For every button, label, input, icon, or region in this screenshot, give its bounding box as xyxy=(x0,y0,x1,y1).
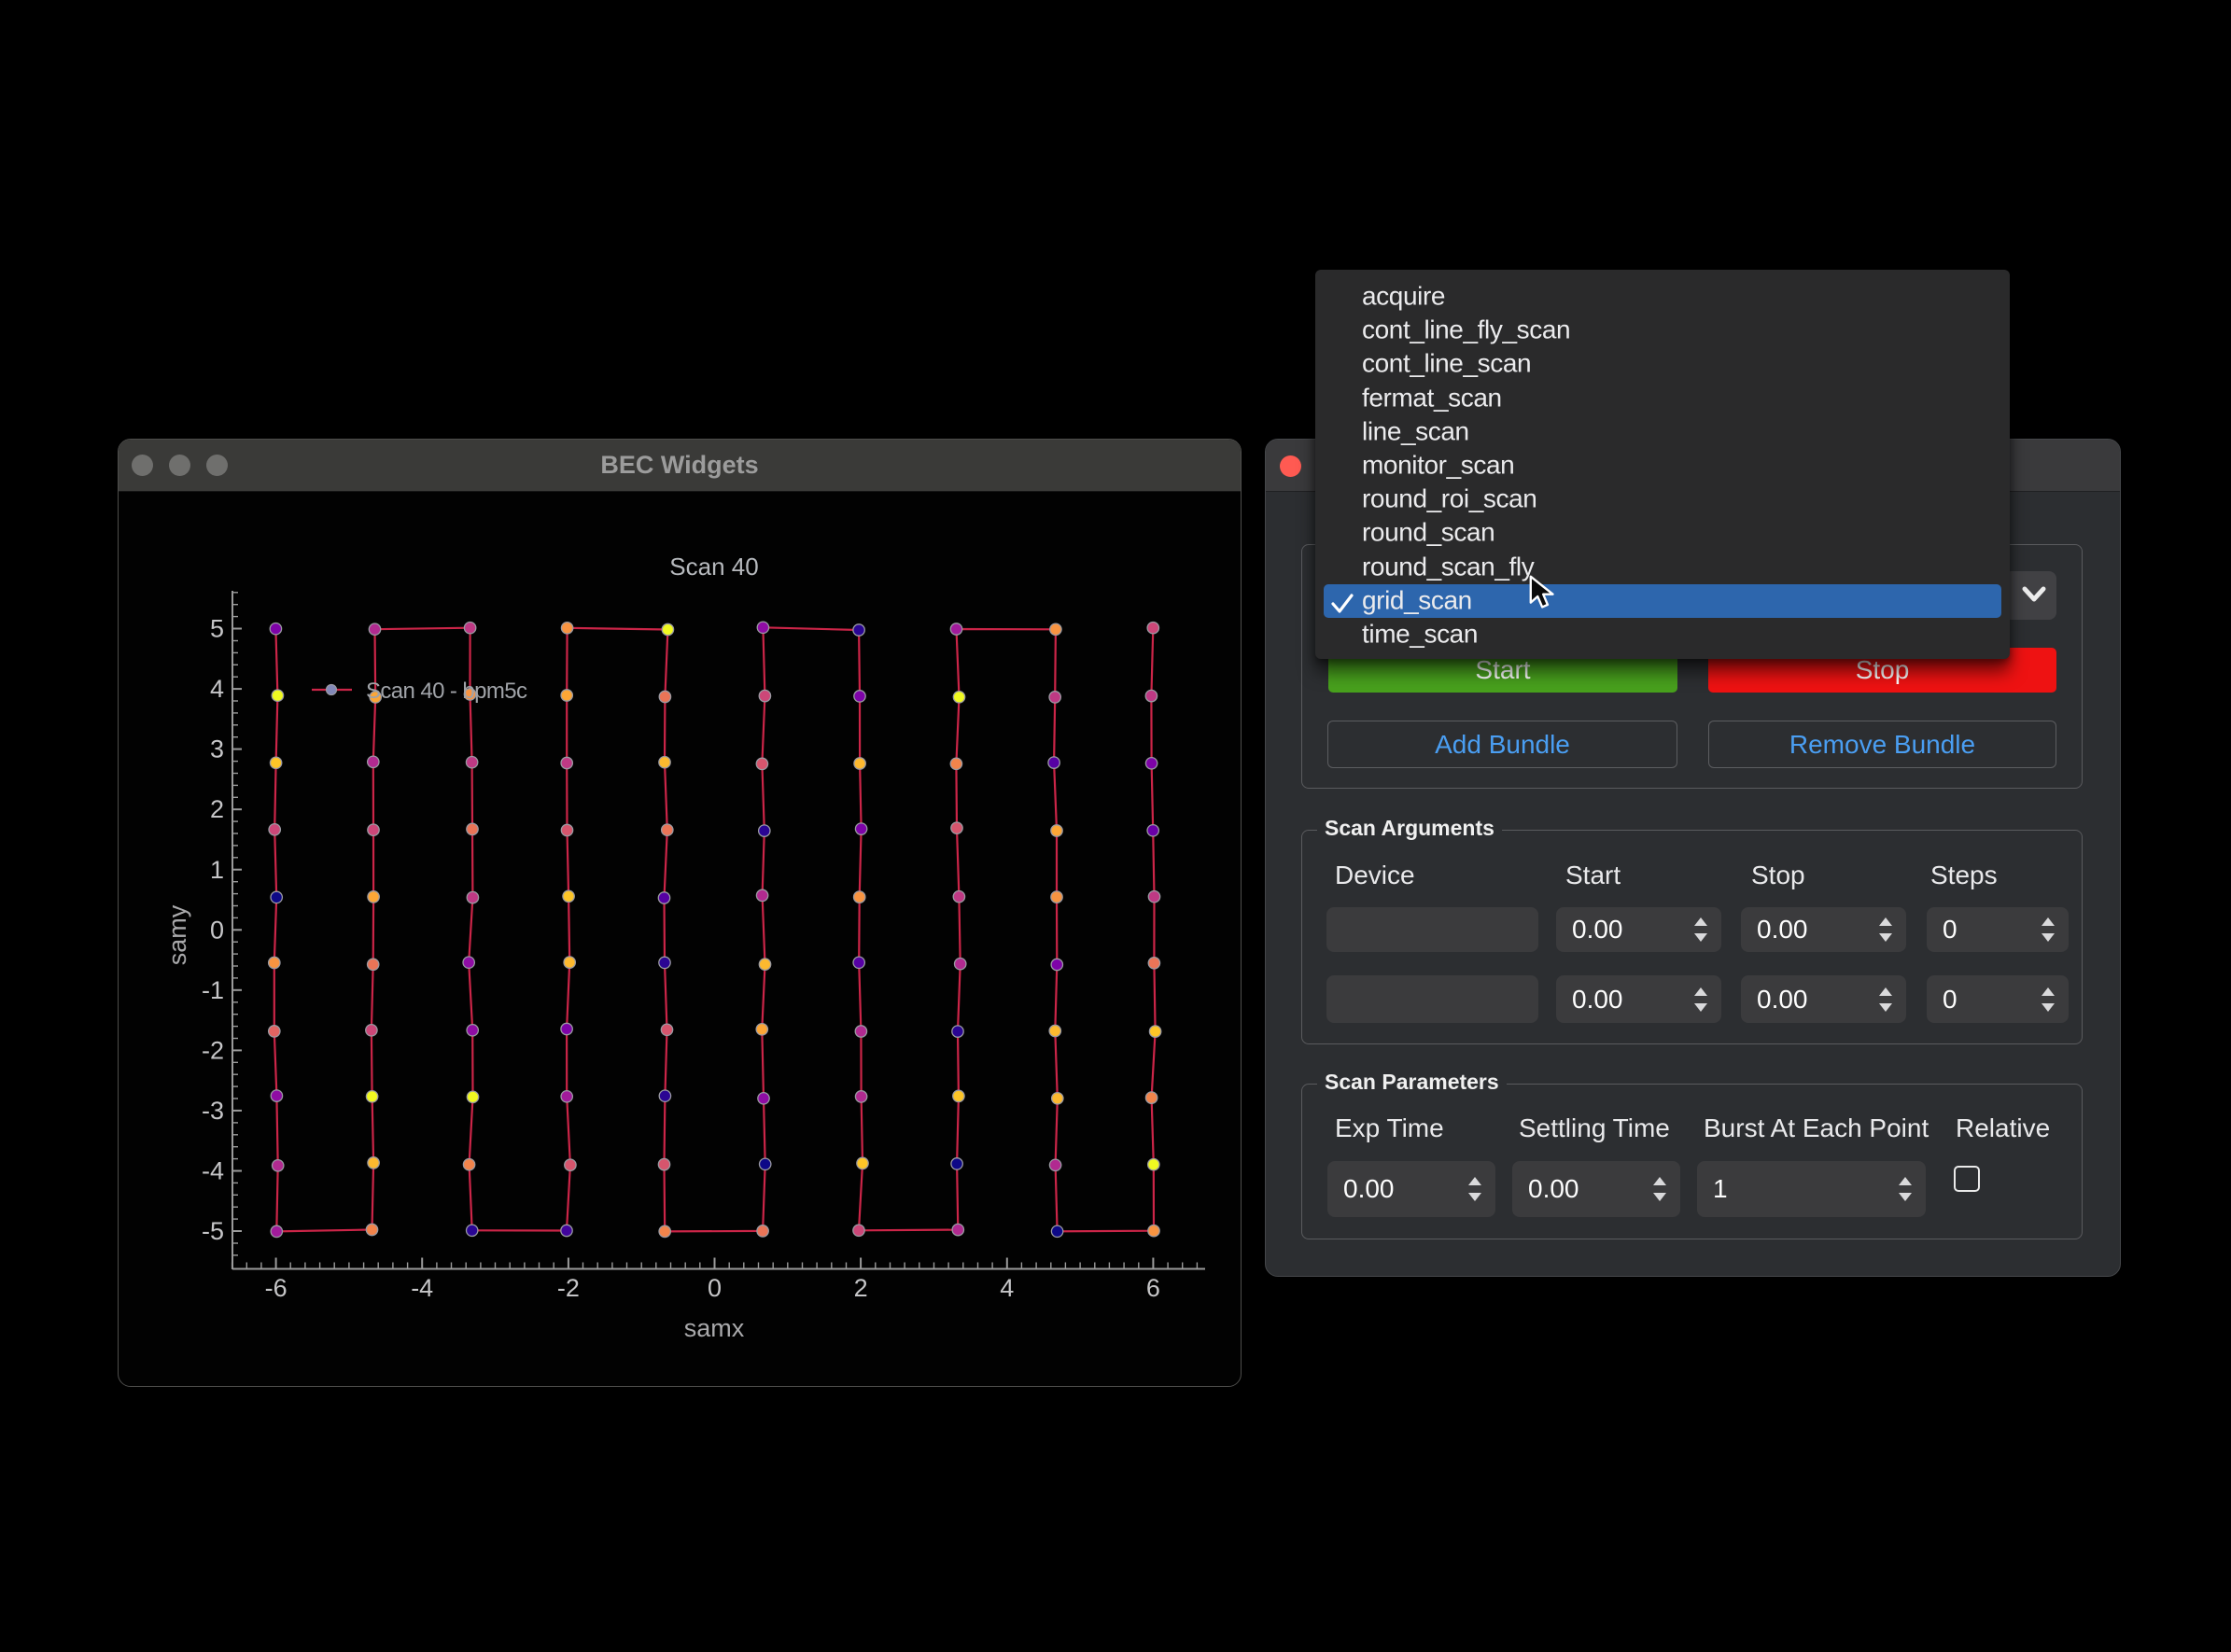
svg-text:5: 5 xyxy=(210,615,224,643)
svg-text:2: 2 xyxy=(210,795,224,823)
svg-text:4: 4 xyxy=(210,675,224,703)
svg-text:-2: -2 xyxy=(557,1274,580,1302)
svg-text:-5: -5 xyxy=(202,1217,224,1245)
svg-text:-3: -3 xyxy=(202,1097,224,1125)
svg-text:-1: -1 xyxy=(202,976,224,1004)
svg-text:4: 4 xyxy=(1000,1274,1014,1302)
svg-text:1: 1 xyxy=(210,856,224,884)
svg-text:-4: -4 xyxy=(411,1274,433,1302)
svg-text:-6: -6 xyxy=(265,1274,288,1302)
svg-text:6: 6 xyxy=(1146,1274,1160,1302)
svg-text:-2: -2 xyxy=(202,1036,224,1064)
svg-text:0: 0 xyxy=(708,1274,722,1302)
svg-text:Scan 40: Scan 40 xyxy=(669,553,758,581)
svg-text:3: 3 xyxy=(210,735,224,763)
svg-text:-4: -4 xyxy=(202,1157,224,1185)
svg-text:2: 2 xyxy=(854,1274,868,1302)
svg-text:0: 0 xyxy=(210,916,224,944)
svg-text:samy: samy xyxy=(163,904,191,965)
svg-text:Scan 40 - bpm5c: Scan 40 - bpm5c xyxy=(366,679,527,704)
svg-text:samx: samx xyxy=(684,1314,745,1342)
